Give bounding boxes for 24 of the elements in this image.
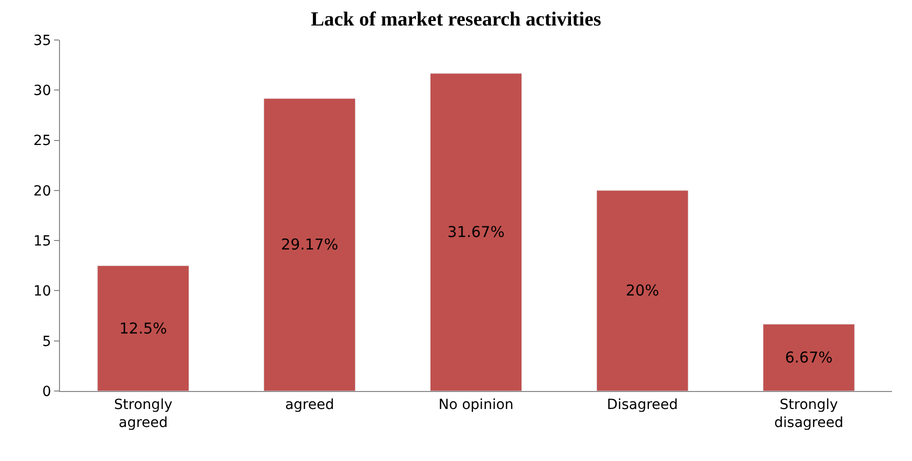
data-label: 6.67% (784, 348, 833, 367)
y-tick-label: 30 (33, 83, 52, 100)
y-tick-label: 5 (42, 334, 52, 350)
x-tick-label: Strongly disagreed (774, 396, 844, 431)
x-tick-label: Disagreed (606, 396, 678, 413)
bar (97, 265, 190, 391)
chart-title: Lack of market research activities (310, 8, 602, 31)
y-tick-label: 15 (33, 233, 52, 250)
y-tick-label: 10 (33, 284, 52, 300)
x-tick-label: Strongly agreed (114, 396, 172, 431)
bar (596, 190, 688, 391)
data-label: 29.17% (281, 236, 338, 254)
bar (762, 324, 855, 391)
bar (430, 73, 522, 391)
data-label: 31.67% (447, 223, 505, 242)
y-tick-label: 35 (33, 32, 52, 49)
y-tick-label: 25 (33, 133, 52, 150)
y-tick-label: 20 (33, 183, 52, 200)
data-label: 20% (626, 282, 660, 300)
bar (264, 98, 356, 391)
x-tick-label: No opinion (438, 396, 514, 413)
y-tick-label: 0 (42, 384, 52, 400)
data-label: 12.5% (119, 319, 168, 338)
x-tick-label: agreed (285, 396, 334, 413)
